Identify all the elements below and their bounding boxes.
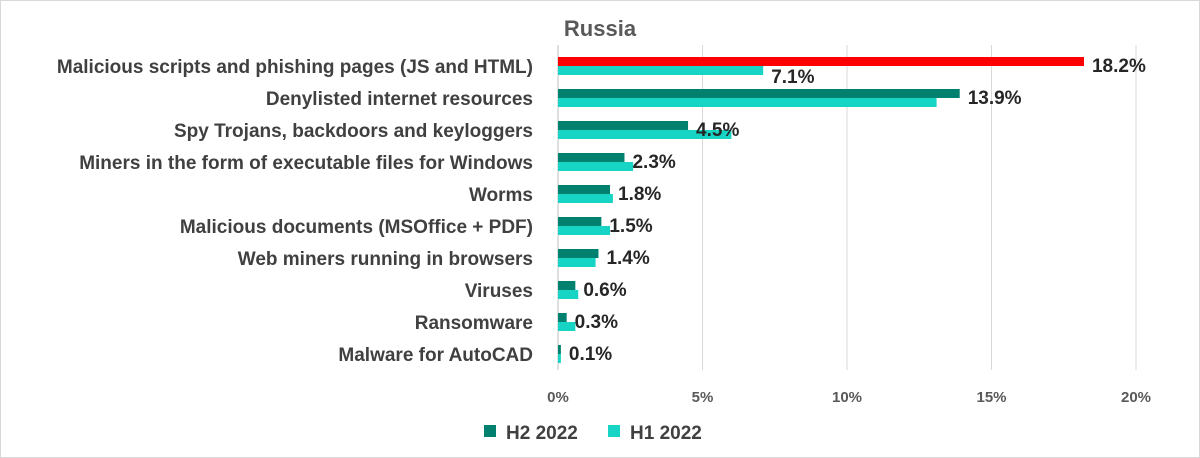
data-label-h2-2022: 1.8% bbox=[618, 184, 661, 205]
data-label-h2-2022: 18.2% bbox=[1092, 56, 1146, 77]
data-label-h2-2022: 13.9% bbox=[968, 88, 1022, 109]
category-label: Miners in the form of executable files f… bbox=[79, 153, 533, 174]
bar-h2-2022 bbox=[558, 249, 599, 258]
category-label: Malware for AutoCAD bbox=[338, 345, 533, 366]
bar-h2-2022 bbox=[558, 345, 561, 354]
bar-h2-2022 bbox=[558, 281, 576, 290]
category-labels: Malicious scripts and phishing pages (JS… bbox=[57, 57, 533, 366]
x-tick-label: 5% bbox=[692, 389, 714, 406]
x-tick-label: 0% bbox=[547, 389, 569, 406]
bars bbox=[558, 57, 1084, 363]
category-label: Spy Trojans, backdoors and keyloggers bbox=[174, 121, 533, 142]
bar-h1-2022 bbox=[558, 226, 611, 235]
data-label-h2-2022: 1.4% bbox=[606, 248, 649, 269]
bar-h2-2022 bbox=[558, 153, 625, 162]
bar-h2-2022 bbox=[558, 185, 611, 194]
legend-label: H1 2022 bbox=[630, 423, 702, 444]
bar-h2-2022 bbox=[558, 217, 602, 226]
bar-h1-2022 bbox=[558, 258, 596, 267]
bar-h2-2022 bbox=[558, 121, 689, 130]
legend-label: H2 2022 bbox=[506, 423, 578, 444]
bar-h1-2022 bbox=[558, 322, 576, 331]
category-label: Malicious documents (MSOffice + PDF) bbox=[180, 217, 533, 238]
category-label: Ransomware bbox=[415, 313, 533, 334]
x-axis-tick-labels: 0% 5% 10% 15% 20% bbox=[547, 389, 1151, 406]
data-label-h2-2022: 0.1% bbox=[569, 344, 612, 365]
chart-title: Russia bbox=[564, 16, 637, 41]
data-label-h2-2022: 4.5% bbox=[696, 120, 739, 141]
data-label-h2-2022: 0.3% bbox=[575, 312, 618, 333]
category-label: Malicious scripts and phishing pages (JS… bbox=[57, 57, 533, 78]
category-label: Web miners running in browsers bbox=[238, 249, 533, 270]
bar-h2-2022 bbox=[558, 89, 960, 98]
x-tick-label: 10% bbox=[832, 389, 862, 406]
bar-h1-2022 bbox=[558, 194, 613, 203]
bar-h1-2022 bbox=[558, 354, 561, 363]
data-label-h2-2022: 0.6% bbox=[583, 280, 626, 301]
legend-swatch bbox=[608, 425, 620, 437]
bar-h2-2022 bbox=[558, 313, 567, 322]
bar-h1-2022 bbox=[558, 290, 579, 299]
category-label: Worms bbox=[469, 185, 533, 206]
legend: H2 2022 H1 2022 bbox=[484, 423, 702, 444]
x-tick-label: 20% bbox=[1121, 389, 1151, 406]
bar-h1-2022 bbox=[558, 162, 634, 171]
data-label-h2-2022: 1.5% bbox=[609, 216, 652, 237]
bar-h2-2022 bbox=[558, 57, 1084, 66]
category-label: Denylisted internet resources bbox=[266, 89, 533, 110]
data-labels: 18.2% 7.1% 13.9% 4.5% 2.3% 1.8% 1.5% 1.4% 0.6% 0.… bbox=[569, 56, 1146, 365]
category-label: Viruses bbox=[465, 281, 533, 302]
bar-h1-2022 bbox=[558, 130, 732, 139]
bar-h1-2022 bbox=[558, 98, 937, 107]
legend-swatch bbox=[484, 425, 496, 437]
bar-h1-2022 bbox=[558, 66, 764, 75]
x-tick-label: 15% bbox=[976, 389, 1006, 406]
data-label-h2-2022: 2.3% bbox=[632, 152, 675, 173]
data-label-h1-2022: 7.1% bbox=[771, 67, 814, 88]
